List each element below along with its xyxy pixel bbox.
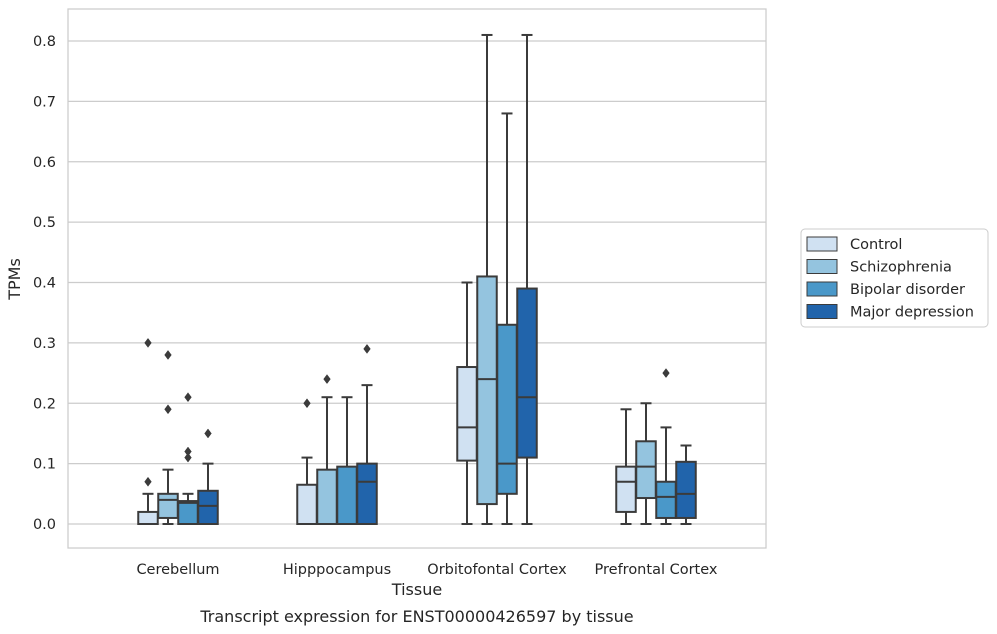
y-tick-label: 0.8 (33, 34, 56, 50)
box-body (516, 287, 538, 459)
x-tick-label: Orbitofontal Cortex (427, 562, 567, 578)
y-tick-label: 0.3 (33, 336, 56, 352)
outlier-point (204, 428, 212, 439)
box-body (197, 489, 219, 526)
outlier-point (184, 446, 192, 457)
box-prefrontal-cortex-control (615, 408, 637, 525)
x-tick-labels: Cerebellum Hipppocampus Orbitofontal Corte… (136, 562, 717, 578)
box-hipppocampus-major-depression (356, 343, 378, 525)
box-body (177, 500, 199, 525)
box-body (336, 465, 358, 525)
box-body (675, 460, 697, 519)
box-prefrontal-cortex-schizophrenia (635, 402, 657, 525)
y-tick-label: 0.0 (33, 517, 56, 533)
box-groups (137, 33, 697, 526)
box-body (296, 483, 318, 526)
box-prefrontal-cortex-major-depression (675, 444, 697, 525)
box-body (316, 468, 338, 526)
legend: Control Schizophrenia Bipolar disorder Majo… (800, 228, 989, 328)
legend-swatch (806, 304, 838, 319)
box-body (655, 480, 677, 519)
y-tick-label: 0.2 (33, 396, 56, 412)
x-tick-label: Prefrontal Cortex (595, 562, 718, 578)
outlier-point (303, 398, 311, 409)
outlier-point (323, 374, 331, 385)
outlier-point (184, 392, 192, 403)
chart-caption: Transcript expression for ENST0000042659… (199, 607, 633, 626)
legend-label: Bipolar disorder (850, 282, 965, 298)
box-body (496, 323, 518, 495)
gridlines (68, 40, 766, 525)
x-axis-label: Tissue (391, 580, 442, 599)
box-cerebellum-major-depression (197, 428, 219, 526)
y-tick-labels: 0.0 0.1 0.2 0.3 0.4 0.5 0.6 0.7 0.8 (33, 34, 56, 533)
y-axis-label: TPMs (5, 258, 24, 301)
box-body (476, 275, 498, 506)
box-orbitofontal-cortex-major-depression (516, 33, 538, 525)
box-cerebellum-schizophrenia (157, 350, 179, 525)
box-hipppocampus-bipolar-disorder (336, 396, 358, 525)
box-cerebellum-control (137, 337, 159, 525)
outlier-point (164, 350, 172, 360)
y-tick-label: 0.1 (33, 457, 56, 473)
legend-swatch (806, 281, 838, 297)
outlier-point (144, 337, 152, 348)
box-body (356, 462, 378, 525)
box-body (157, 492, 179, 519)
legend-swatch (806, 236, 838, 252)
y-tick-label: 0.5 (33, 215, 56, 231)
outlier-point (164, 404, 172, 415)
x-tick-label: Hipppocampus (283, 562, 391, 578)
x-tick-label: Cerebellum (136, 562, 219, 578)
box-body (456, 366, 478, 462)
y-tick-label: 0.4 (33, 276, 56, 292)
box-orbitofontal-cortex-bipolar-disorder (496, 112, 518, 525)
y-tick-label: 0.6 (33, 155, 56, 171)
outlier-point (662, 368, 670, 378)
plot-area (68, 9, 766, 548)
plot-frame (67, 8, 767, 549)
box-body (137, 510, 159, 525)
legend-frame (800, 228, 989, 328)
box-orbitofontal-cortex-schizophrenia (476, 33, 498, 525)
legend-label: Schizophrenia (850, 260, 952, 276)
legend-swatch (806, 259, 838, 274)
legend-label: Control (850, 237, 902, 253)
legend-label: Major depression (850, 305, 974, 321)
outlier-point (363, 343, 371, 354)
outlier-point (144, 476, 152, 487)
y-tick-label: 0.7 (33, 94, 56, 110)
outlier-point (184, 452, 192, 463)
box-body (635, 440, 657, 500)
box-body (615, 465, 637, 513)
box-hipppocampus-control (296, 398, 318, 526)
